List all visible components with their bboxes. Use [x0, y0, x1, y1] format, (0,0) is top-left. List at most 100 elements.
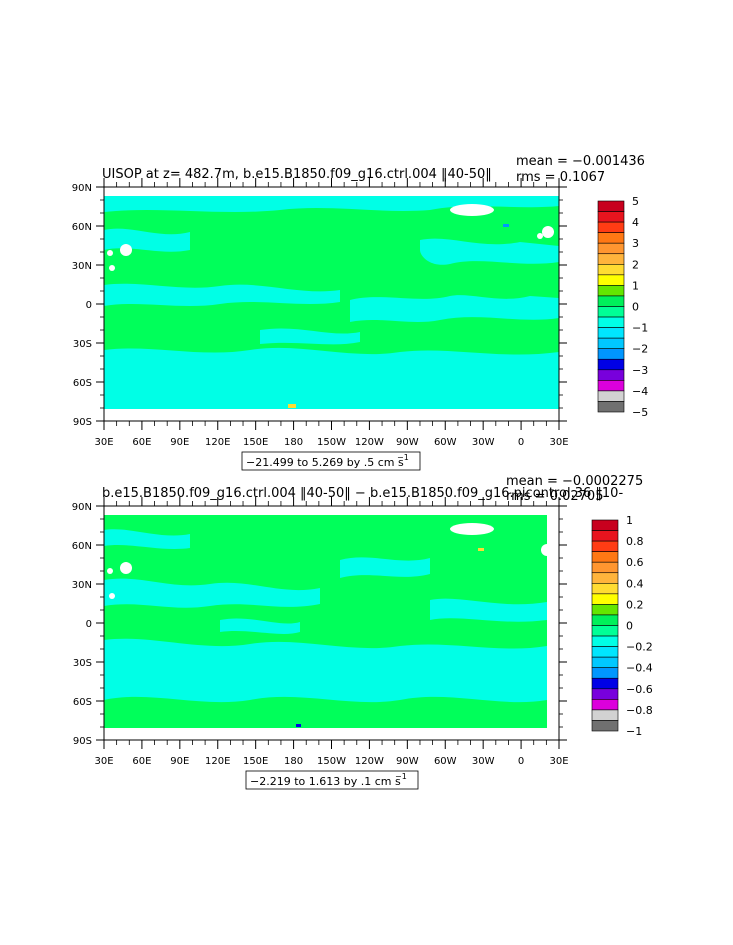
panel-1-colorbar-swatch	[597, 358, 625, 371]
panel-1-colorbar-swatch	[597, 221, 625, 233]
panel-2-lat-label: 60N	[72, 541, 92, 552]
panel-1-lon-label: 150E	[243, 437, 268, 448]
panel-2-colorbar-swatch	[591, 604, 619, 616]
panel-2-lat-label: 60S	[73, 697, 92, 708]
panel-2-range-box: −2.219 to 1.613 by .1 cm s −1	[245, 770, 419, 790]
panel-1-lon-label: 60W	[434, 437, 457, 448]
panel-2-colorbar-swatch	[591, 635, 619, 647]
panel-1-range-superscript: −1	[397, 453, 409, 462]
panel-1-lon-label: 30E	[549, 437, 568, 448]
panel-2-colorbar-swatch	[591, 561, 619, 574]
panel-1-lat-axis: 90N 60N 30N 0 30S 60S 90S	[72, 183, 567, 428]
panel-2-lat-label: 90S	[73, 736, 92, 747]
panel-2-colorbar-label: −0.2	[626, 641, 653, 654]
panel-1-colorbar-label: 3	[632, 237, 639, 250]
panel-1-colorbar-swatch	[597, 316, 625, 328]
panel-1-colorbar-swatch	[597, 200, 625, 212]
panel-1-colorbar-swatch	[597, 232, 625, 244]
panel-1-mean: mean = −0.001436	[516, 154, 645, 169]
panel-2-lon-label: 90E	[170, 756, 189, 767]
panel-2-mean: mean = −0.0002275	[506, 474, 643, 489]
panel-2-lat-axis: 90N 60N 30N 0 30S 60S 90S	[72, 502, 567, 747]
panel-1-colorbar-swatch	[597, 253, 625, 265]
panel-1-colorbar-label: −3	[632, 364, 648, 377]
panel-2-colorbar-label: 0.8	[626, 535, 644, 548]
panel-1-lon-label: 180	[284, 437, 303, 448]
panel-1-lat-label: 30S	[73, 339, 92, 350]
panel-1-map-field	[104, 196, 559, 421]
panel-2-colorbar-label: 1	[626, 514, 633, 527]
panel-1-colorbar-label: −4	[632, 385, 648, 398]
panel-2-lon-label: 30E	[549, 756, 568, 767]
panel-1-lat-label: 60N	[72, 222, 92, 233]
panel-1-colorbar-swatch	[597, 380, 625, 392]
panel-1-colorbar-label: −5	[632, 406, 648, 419]
panel-1-colorbar-swatch	[597, 348, 625, 360]
panel-2-colorbar-label: 0.2	[626, 598, 644, 611]
panel-1-colorbar-label: 5	[632, 195, 639, 208]
panel-1-lon-label: 90W	[396, 437, 419, 448]
panel-1-lon-label: 90E	[170, 437, 189, 448]
panel-1-lat-label: 0	[86, 300, 92, 311]
panel-2-colorbar-label: 0	[626, 620, 633, 633]
panel-1-colorbar-label: 4	[632, 216, 639, 229]
panel-1-lon-label: 30E	[94, 437, 113, 448]
panel-2-colorbar-swatch	[591, 572, 619, 584]
panel-1-colorbar-swatch	[597, 337, 625, 349]
panel-2-lat-label: 30N	[72, 580, 92, 591]
panel-1-colorbar-swatch	[597, 401, 625, 413]
panel-1-lon-axis: 30E 60E 90E 120E 150E 180 150W 120W 90W 60W 30W 0 30…	[94, 178, 569, 448]
panel-2-colorbar-swatch	[591, 530, 619, 542]
panel-2-colorbar-label: −0.8	[626, 704, 653, 717]
panel-1-range-label: −21.499 to 5.269 by .5 cm s	[246, 456, 404, 469]
panel-1-colorbar: 5 4 3 2 1 0 −1 −2 −3 −4 −5	[597, 195, 648, 419]
panel-2-map-field	[104, 515, 553, 740]
map-panel-2: b.e15.B1850.f09_g16.ctrl.004 ‖40-50‖ − b…	[72, 474, 653, 790]
panel-1-lat-label: 30N	[72, 261, 92, 272]
panel-2-lat-label: 0	[86, 619, 92, 630]
panel-2-colorbar-swatch	[591, 720, 619, 732]
panel-2-colorbar-label: 0.4	[626, 577, 644, 590]
panel-2-colorbar-swatch	[591, 677, 619, 690]
panel-2-rms: rms = 0.02705	[506, 489, 603, 504]
panel-1-colorbar-label: −2	[632, 343, 648, 356]
panel-2-lon-label: 60W	[434, 756, 457, 767]
panel-2-lon-label: 30W	[472, 756, 495, 767]
panel-1-colorbar-swatch	[597, 274, 625, 286]
panel-2-lon-label: 120E	[205, 756, 230, 767]
panel-2-range-label: −2.219 to 1.613 by .1 cm s	[250, 775, 401, 788]
panel-1-lon-label: 120W	[355, 437, 384, 448]
panel-1-lon-label: 0	[518, 437, 524, 448]
map-panel-1: UISOP at z= 482.7m, b.e15.B1850.f09_g16.…	[72, 154, 648, 471]
panel-1-colorbar-swatch	[597, 390, 625, 402]
panel-2-colorbar-label: −0.6	[626, 683, 653, 696]
panel-1-lat-label: 60S	[73, 378, 92, 389]
panel-1-colorbar-swatch	[597, 242, 625, 255]
panel-2-colorbar-swatch	[591, 614, 619, 626]
panel-1-lat-label: 90N	[72, 183, 92, 194]
panel-2-lon-label: 90W	[396, 756, 419, 767]
panel-2-lon-label: 0	[518, 756, 524, 767]
panel-2-colorbar-label: −0.4	[626, 662, 653, 675]
panel-2-colorbar-swatch	[591, 656, 619, 669]
panel-1-colorbar-label: −1	[632, 322, 648, 335]
panel-1-colorbar-swatch	[597, 285, 625, 297]
panel-2-colorbar-swatch	[591, 646, 619, 658]
panel-2-colorbar-label: −1	[626, 725, 642, 738]
panel-2-lat-label: 30S	[73, 658, 92, 669]
panel-2-colorbar-swatch	[591, 593, 619, 605]
panel-1-lon-label: 150W	[317, 437, 346, 448]
panel-2-title: b.e15.B1850.f09_g16.ctrl.004 ‖40-50‖ − b…	[102, 486, 623, 501]
panel-2-range-superscript: −1	[395, 772, 407, 781]
panel-1-colorbar-label: 1	[632, 279, 639, 292]
panel-1-lon-label: 120E	[205, 437, 230, 448]
panel-1-lat-label: 90S	[73, 417, 92, 428]
panel-2-colorbar-swatch	[591, 688, 619, 700]
panel-1-colorbar-swatch	[597, 306, 625, 318]
panel-2-colorbar: 1 0.8 0.6 0.4 0.2 0 −0.2 −0.4 −0.6 −0.8 −1	[591, 514, 653, 738]
panel-1-rms: rms = 0.1067	[516, 170, 605, 185]
panel-2-lon-axis: 30E 60E 90E 120E 150E 180 150W 120W 90W 60W 30W 0 30…	[94, 497, 569, 767]
panel-2-lon-label: 180	[284, 756, 303, 767]
panel-2-lon-label: 60E	[132, 756, 151, 767]
